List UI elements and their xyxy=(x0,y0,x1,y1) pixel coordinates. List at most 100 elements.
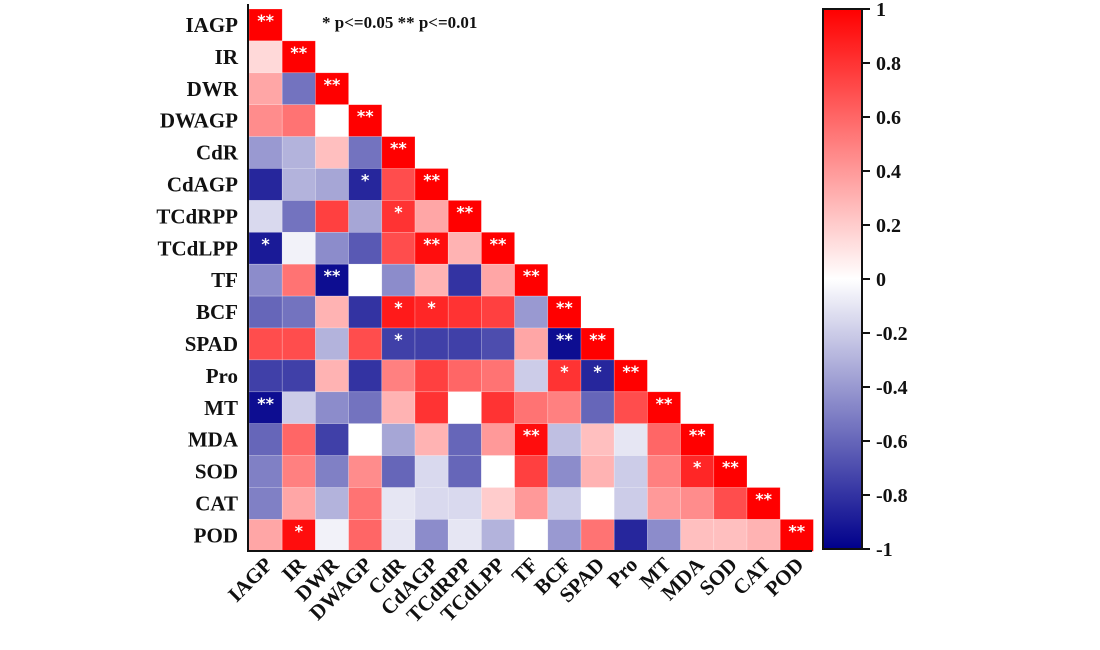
heatmap-cell xyxy=(613,455,648,488)
significance-label: * xyxy=(394,298,403,317)
heatmap-cell xyxy=(315,359,349,393)
significance-label: * xyxy=(394,330,403,349)
heatmap-cell xyxy=(348,487,383,520)
heatmap-cell xyxy=(348,295,383,329)
heatmap-cell xyxy=(381,232,416,265)
heatmap-cell xyxy=(414,359,449,393)
heatmap-cell xyxy=(414,519,449,552)
heatmap-cell xyxy=(547,519,582,552)
row-label: Pro xyxy=(206,364,238,388)
heatmap-cell xyxy=(547,359,582,393)
column-labels: IAGP IRDWRDWAGPCdRCdAGPTCdRPPTCdLPPTFBCFS… xyxy=(223,552,808,627)
colorbar-tick-label: -0.8 xyxy=(876,485,908,507)
heatmap-cell xyxy=(746,487,781,520)
row-label: MDA xyxy=(188,428,239,452)
heatmap-cell xyxy=(481,519,515,552)
heatmap-cell xyxy=(514,423,549,456)
significance-label: * xyxy=(295,521,304,540)
colorbar xyxy=(822,8,863,550)
colorbar-ticks: 1 0.8 0.6 0.4 0.2 0 -0.2 -0.4 -0.6 -0.8 -1 xyxy=(862,0,908,561)
heatmap-cell xyxy=(680,487,715,520)
heatmap-cell xyxy=(447,359,482,393)
heatmap-cell xyxy=(348,455,383,488)
heatmap-cell xyxy=(248,519,283,552)
heatmap-cell xyxy=(514,391,549,424)
heatmap-cell xyxy=(281,200,316,233)
heatmap-cell xyxy=(281,40,316,74)
heatmap-cell xyxy=(414,263,449,297)
heatmap-cell xyxy=(481,391,515,424)
heatmap-cell xyxy=(447,391,482,424)
heatmap-cell xyxy=(281,72,316,106)
colorbar-tick-label: -0.4 xyxy=(876,377,908,399)
heatmap-cell xyxy=(348,200,383,233)
heatmap-cell xyxy=(580,455,615,488)
heatmap-cell xyxy=(281,327,316,361)
significance-label: ** xyxy=(257,11,274,30)
heatmap-cell xyxy=(381,168,416,201)
heatmap-cell xyxy=(281,487,316,520)
colorbar-tick-label: 0.2 xyxy=(876,215,901,237)
significance-label: ** xyxy=(490,234,507,253)
heatmap-cell xyxy=(248,232,283,265)
heatmap-cell xyxy=(315,104,349,137)
row-label: IAGP xyxy=(186,13,239,37)
significance-label: ** xyxy=(622,362,639,381)
heatmap-cell xyxy=(348,391,383,424)
heatmap-cell xyxy=(315,136,349,169)
heatmap-cell xyxy=(414,168,449,201)
heatmap-cell xyxy=(248,40,283,74)
heatmap-cell xyxy=(580,359,615,393)
row-label: SPAD xyxy=(185,332,238,356)
column-label: POD xyxy=(760,553,808,601)
heatmap-cell xyxy=(746,519,781,552)
heatmap-cell xyxy=(481,327,515,361)
heatmap-cell xyxy=(447,263,482,297)
heatmap-cell xyxy=(248,72,283,106)
heatmap-cell xyxy=(381,295,416,329)
heatmap-cell xyxy=(414,391,449,424)
heatmap-cell xyxy=(248,327,283,361)
heatmap-cell xyxy=(481,359,515,393)
colorbar-tick-label: -0.6 xyxy=(876,431,908,453)
heatmap-cell xyxy=(414,327,449,361)
heatmap-cell xyxy=(680,519,715,552)
heatmap-cell xyxy=(248,391,283,424)
significance-label: * xyxy=(560,362,569,381)
significance-label: ** xyxy=(788,521,805,540)
significance-label: * xyxy=(394,202,403,221)
colorbar-tick-label: 0.4 xyxy=(876,161,901,183)
row-label: CdR xyxy=(196,141,239,165)
significance-label: * xyxy=(261,234,270,253)
heatmap-cell xyxy=(447,327,482,361)
heatmap-cell xyxy=(447,519,482,552)
heatmap-cell xyxy=(281,104,316,137)
row-label: IR xyxy=(215,45,239,69)
heatmap-cell xyxy=(281,423,316,456)
heatmap-cell xyxy=(580,423,615,456)
heatmap-cell xyxy=(315,72,349,106)
heatmap-cell xyxy=(381,455,416,488)
heatmap-cell xyxy=(713,487,748,520)
heatmap-cell xyxy=(281,136,316,169)
heatmap-cell xyxy=(315,423,349,456)
heatmap-cell xyxy=(414,295,449,329)
significance-label: ** xyxy=(324,75,341,94)
heatmap-cell xyxy=(713,519,748,552)
heatmap-cell xyxy=(481,487,515,520)
row-label: BCF xyxy=(196,300,238,324)
heatmap-cell xyxy=(248,136,283,169)
significance-label: ** xyxy=(755,490,772,509)
significance-label: ** xyxy=(589,330,606,349)
heatmap-cell xyxy=(281,519,316,552)
heatmap-cell xyxy=(481,455,515,488)
heatmap-cell xyxy=(613,487,648,520)
colorbar-tick-label: 0.8 xyxy=(876,53,901,75)
heatmap-cell xyxy=(514,455,549,488)
heatmap-cell xyxy=(281,295,316,329)
heatmap-cell xyxy=(680,423,715,456)
heatmap-cell xyxy=(348,232,383,265)
heatmap-cell xyxy=(514,487,549,520)
heatmap-cell xyxy=(514,327,549,361)
